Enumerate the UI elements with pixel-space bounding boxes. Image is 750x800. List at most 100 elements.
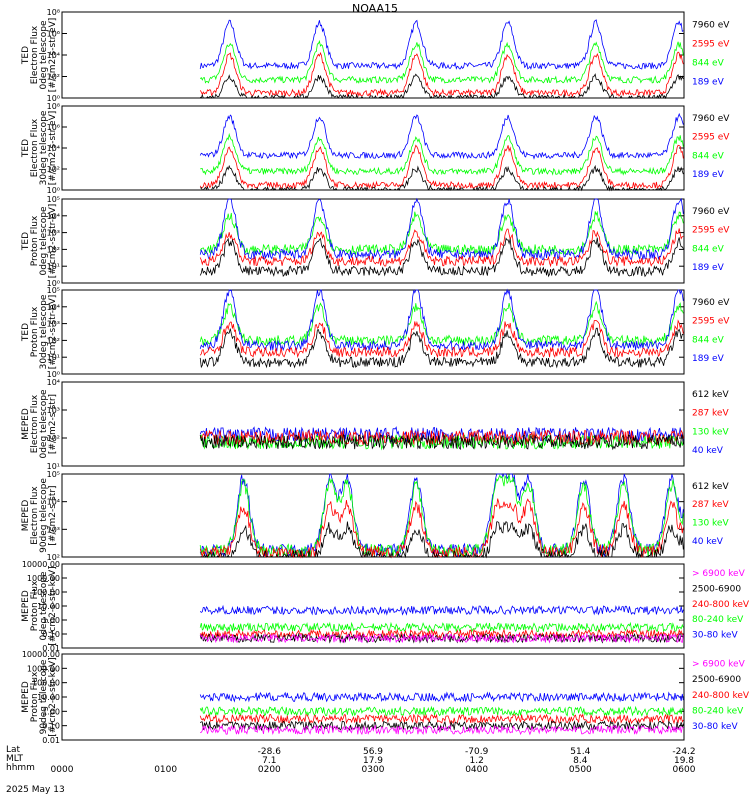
y-axis-label: [#/cm2-s-str-keV] bbox=[48, 657, 58, 736]
y-axis-label: Proton Flux bbox=[30, 306, 40, 357]
x-tick-mlt: 1.2 bbox=[470, 756, 484, 766]
legend-entry: 612 keV bbox=[692, 482, 729, 492]
series-844-ev bbox=[199, 210, 684, 256]
series-189-ev bbox=[199, 112, 684, 160]
y-axis-label: MEPED bbox=[21, 590, 31, 622]
panel-2 bbox=[61, 105, 685, 192]
x-tick-hhmm: 0400 bbox=[465, 765, 488, 775]
y-tick-label: 1.00 bbox=[42, 707, 60, 716]
series-189-ev bbox=[199, 197, 684, 261]
legend-entry: 287 keV bbox=[692, 409, 729, 419]
y-tick-label: 10⁴ bbox=[47, 498, 60, 507]
y-tick-label: 10⁴ bbox=[47, 378, 60, 387]
series-612-kev bbox=[199, 433, 684, 451]
x-tick-lat: 51.4 bbox=[570, 747, 590, 757]
y-tick-label: 10³ bbox=[47, 229, 60, 238]
series-287-kev bbox=[199, 498, 684, 559]
x-tick-lat: -24.2 bbox=[672, 747, 695, 757]
legend-entry: 7960 eV bbox=[692, 20, 730, 30]
y-axis-label: Electron Flux bbox=[30, 486, 40, 545]
x-tick-hhmm: 0600 bbox=[673, 765, 696, 775]
legend-entry: 7960 eV bbox=[692, 298, 730, 308]
series-844-ev bbox=[200, 132, 684, 176]
y-axis-label: MEPED bbox=[21, 408, 31, 440]
legend-entry: 30-80 keV bbox=[692, 630, 738, 640]
panel-8 bbox=[61, 653, 685, 741]
y-tick-label: 10² bbox=[47, 165, 60, 174]
x-tick-hhmm: 0000 bbox=[51, 765, 74, 775]
legend-entry: 2500-6900 bbox=[692, 584, 741, 594]
y-tick-label: 10³ bbox=[47, 320, 60, 329]
y-axis-label: Electron Flux bbox=[30, 394, 40, 453]
row-label-hhmm: hhmm bbox=[6, 763, 35, 773]
panel-6 bbox=[61, 473, 685, 559]
y-tick-label: 10⁴ bbox=[47, 51, 60, 60]
legend-entry: > 6900 keV bbox=[692, 660, 746, 670]
legend-entry: 189 eV bbox=[692, 354, 725, 364]
y-axis-label: [#/cm2-s-str] bbox=[48, 485, 58, 545]
series-7960-ev bbox=[199, 237, 684, 278]
y-tick-label: 10² bbox=[47, 73, 60, 82]
y-tick-label: 10⁰ bbox=[47, 186, 60, 195]
series-30-80-kev bbox=[199, 691, 684, 703]
legend-entry: 844 eV bbox=[692, 335, 725, 345]
y-axis-label: 30deg telescope bbox=[39, 294, 49, 369]
y-tick-label: 10⁴ bbox=[47, 212, 60, 221]
y-axis-label: 0deg telescope bbox=[39, 389, 49, 459]
legend-entry: 189 eV bbox=[692, 170, 725, 180]
series-80-240-kev bbox=[199, 621, 684, 634]
y-axis-label: [#/cm2-s-str-eV] bbox=[48, 295, 58, 370]
panel-frame bbox=[61, 381, 685, 467]
y-tick-label: 0.01 bbox=[42, 736, 60, 745]
y-tick-label: 10⁰ bbox=[47, 279, 60, 288]
y-tick-label: 10² bbox=[47, 336, 60, 345]
y-axis-label: TED bbox=[21, 139, 31, 158]
series-240-800-kev bbox=[199, 713, 684, 725]
series-7960-ev bbox=[199, 327, 684, 369]
y-tick-label: 10⁰ bbox=[47, 94, 60, 103]
x-tick-mlt: 7.1 bbox=[262, 756, 276, 766]
y-tick-label: 1000.00 bbox=[27, 574, 60, 583]
series--6900-kev bbox=[199, 632, 684, 644]
y-tick-label: 100.00 bbox=[32, 588, 60, 597]
y-tick-label: 10⁶ bbox=[47, 30, 60, 39]
legend-entry: 80-240 keV bbox=[692, 706, 744, 716]
panel-5 bbox=[61, 381, 685, 467]
y-tick-label: 1000.00 bbox=[27, 664, 60, 673]
legend-entry: 7960 eV bbox=[692, 207, 730, 217]
legend-entry: 240-800 keV bbox=[692, 691, 750, 701]
y-tick-label: 10⁵ bbox=[47, 470, 60, 479]
series-7960-ev bbox=[199, 73, 684, 100]
legend-entry: 240-800 keV bbox=[692, 600, 750, 610]
panel-frame bbox=[61, 105, 685, 191]
series-7960-ev bbox=[200, 164, 684, 192]
y-axis-label: Electron Flux bbox=[30, 118, 40, 177]
y-axis-label: 90deg telescope bbox=[39, 659, 49, 734]
y-tick-label: 10000.00 bbox=[22, 560, 60, 569]
legend-entry: 40 keV bbox=[692, 446, 724, 456]
y-tick-label: 10⁴ bbox=[47, 303, 60, 312]
x-tick-hhmm: 0500 bbox=[569, 765, 592, 775]
series-2595-ev bbox=[199, 319, 684, 359]
legend-entry: 2595 eV bbox=[692, 133, 730, 143]
y-tick-label: 10.00 bbox=[37, 693, 60, 702]
legend-entry: 189 eV bbox=[692, 78, 725, 88]
y-axis-label: MEPED bbox=[21, 500, 31, 532]
series-2500-6900 bbox=[199, 720, 684, 732]
y-tick-label: 10000.00 bbox=[22, 650, 60, 659]
panel-7 bbox=[61, 563, 685, 649]
y-tick-label: 0.01 bbox=[42, 644, 60, 653]
y-axis-label: 90deg telescope bbox=[39, 478, 49, 553]
x-tick-hhmm: 0300 bbox=[362, 765, 385, 775]
y-tick-label: 10⁰ bbox=[47, 370, 60, 379]
y-tick-label: 10² bbox=[47, 553, 60, 562]
y-axis-label: [#/cm2-s-str] bbox=[48, 394, 58, 454]
legend-entry: 844 eV bbox=[692, 151, 725, 161]
x-tick-lat: -28.6 bbox=[258, 747, 282, 757]
x-tick-hhmm: 0200 bbox=[258, 765, 281, 775]
series-2595-ev bbox=[199, 144, 684, 190]
x-tick-lat: 56.9 bbox=[363, 747, 383, 757]
y-tick-label: 10¹ bbox=[47, 462, 60, 471]
series-844-ev bbox=[199, 300, 684, 347]
